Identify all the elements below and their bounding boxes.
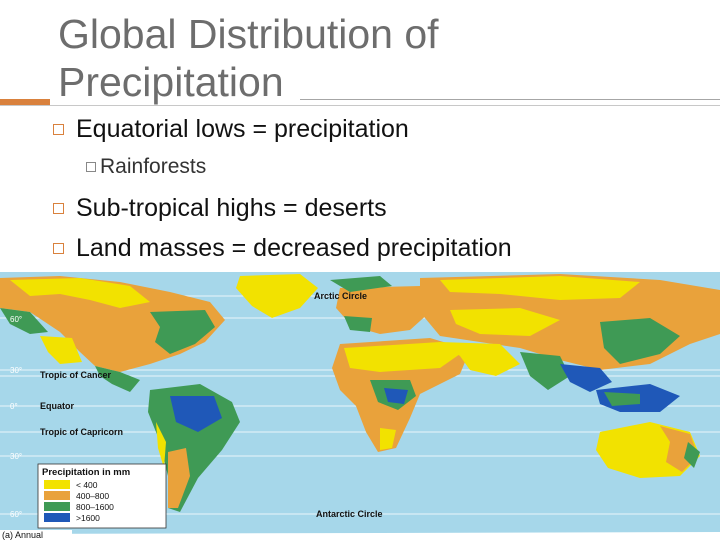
tropic-of-capricorn-label: Tropic of Capricorn <box>40 427 123 437</box>
legend-label: 400–800 <box>76 491 109 501</box>
square-bullet-icon <box>53 124 64 135</box>
europe <box>330 276 430 334</box>
title-divider-lower <box>0 105 720 106</box>
legend-title: Precipitation in mm <box>42 467 130 478</box>
south-america <box>148 384 240 512</box>
square-sub-bullet-icon <box>86 162 96 172</box>
bullet-text: Sub-tropical highs = deserts <box>76 194 387 222</box>
map-caption: (a) Annual <box>2 530 43 540</box>
asia <box>420 274 720 412</box>
bullet-item: Land masses = decreased precipitation <box>53 234 512 263</box>
lat-label-30s: 30° <box>10 452 22 461</box>
australia <box>596 422 700 478</box>
legend-swatch-orange <box>44 491 70 500</box>
caption-bg <box>0 530 72 540</box>
greenland <box>236 274 318 318</box>
title-divider <box>300 99 720 100</box>
equator-label: Equator <box>40 401 74 411</box>
bullet-text: Equatorial lows = precipitation <box>76 115 409 143</box>
lat-label-60n: 60° <box>10 315 22 324</box>
lat-label-60s: 60° <box>10 510 22 519</box>
sub-bullet-item: Rainforests <box>86 155 206 179</box>
legend-label: 800–1600 <box>76 502 114 512</box>
map-legend: Precipitation in mm < 400 400–800 800–16… <box>37 463 167 529</box>
slide-title: Global Distribution of Precipitation <box>58 11 439 105</box>
legend-label: < 400 <box>76 480 98 490</box>
north-america <box>0 276 225 392</box>
legend-label: >1600 <box>76 513 100 523</box>
sub-bullet-text: Rainforests <box>100 155 207 178</box>
world-map-graphic: 60° 30° 0° 30° 60° Arctic Circle Tropic … <box>0 272 720 540</box>
bullet-text: Land masses = decreased precipitation <box>76 234 512 262</box>
bullet-item: Equatorial lows = precipitation <box>53 115 409 144</box>
bullet-item: Sub-tropical highs = deserts <box>53 194 387 223</box>
precipitation-world-map: 60° 30° 0° 30° 60° Arctic Circle Tropic … <box>0 272 720 540</box>
lat-label-0: 0° <box>10 402 18 411</box>
africa <box>332 338 520 452</box>
lat-label-30n: 30° <box>10 366 22 375</box>
square-bullet-icon <box>53 243 64 254</box>
arctic-circle-label: Arctic Circle <box>314 291 367 301</box>
legend-swatch-blue <box>44 513 70 522</box>
legend-swatch-green <box>44 502 70 511</box>
antarctic-circle-label: Antarctic Circle <box>316 509 383 519</box>
legend-swatch-yellow <box>44 480 70 489</box>
square-bullet-icon <box>53 203 64 214</box>
antarctica <box>0 532 720 540</box>
tropic-of-cancer-label: Tropic of Cancer <box>40 370 112 380</box>
title-accent-bar <box>0 99 50 106</box>
